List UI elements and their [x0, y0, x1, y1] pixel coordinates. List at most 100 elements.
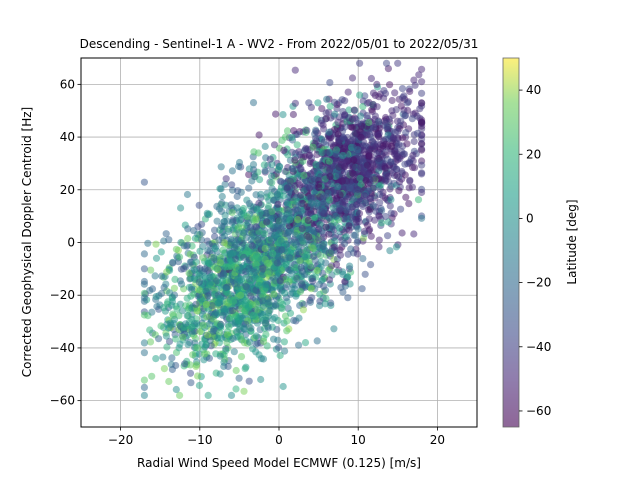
scatter-point	[300, 171, 308, 180]
scatter-point	[416, 105, 424, 113]
scatter-point	[254, 306, 262, 314]
scatter-point	[334, 183, 342, 191]
scatter-point	[337, 160, 345, 169]
scatter-point	[227, 239, 235, 247]
scatter-point	[140, 383, 148, 391]
scatter-point	[196, 286, 204, 295]
scatter-point	[140, 297, 148, 305]
scatter-point	[265, 202, 273, 210]
scatter-point	[194, 230, 202, 238]
colorbar-tick-label: 0	[526, 211, 534, 225]
scatter-point	[227, 263, 235, 271]
scatter-point	[165, 337, 174, 345]
x-tick-label: 20	[430, 433, 445, 447]
scatter-point	[303, 126, 311, 134]
scatter-point	[288, 270, 296, 278]
scatter-point	[374, 131, 382, 139]
scatter-point	[171, 275, 179, 283]
scatter-point	[375, 236, 383, 244]
scatter-point	[294, 216, 302, 224]
scatter-point	[307, 103, 315, 111]
colorbar-tick-label: 20	[526, 147, 541, 161]
scatter-point	[350, 195, 358, 203]
colorbar-ticks: −60 −40 −20 0 20 40	[519, 83, 551, 418]
scatter-point	[284, 163, 292, 172]
scatter-point	[195, 201, 203, 209]
scatter-point	[296, 234, 304, 243]
scatter-point	[279, 111, 287, 119]
scatter-point	[283, 200, 292, 208]
scatter-point	[195, 381, 203, 390]
scatter-point	[381, 164, 389, 172]
colorbar-tick-label: −40	[526, 340, 551, 354]
scatter-point	[208, 302, 216, 310]
scatter-point	[248, 242, 257, 250]
scatter-point	[283, 327, 291, 335]
scatter-point	[252, 223, 260, 231]
scatter-point	[229, 334, 237, 343]
scatter-point	[199, 254, 207, 262]
scatter-point	[305, 233, 313, 241]
scatter-point	[362, 176, 370, 185]
scatter-point	[144, 239, 152, 247]
scatter-point	[375, 159, 383, 167]
scatter-point	[307, 200, 315, 208]
scatter-point	[313, 199, 321, 207]
scatter-point	[281, 347, 289, 355]
scatter-point	[254, 149, 262, 157]
scatter-point	[215, 236, 223, 244]
scatter-point	[140, 349, 148, 357]
scatter-point	[281, 289, 289, 297]
scatter-point	[286, 177, 294, 185]
scatter-point	[382, 113, 390, 122]
scatter-point	[273, 190, 282, 198]
scatter-point	[297, 165, 305, 173]
scatter-point	[252, 332, 260, 340]
colorbar-label: Latitude [deg]	[565, 199, 579, 284]
scatter-point	[323, 149, 331, 157]
scatter-point	[282, 280, 291, 289]
scatter-point	[386, 247, 394, 255]
scatter-point	[375, 118, 383, 126]
scatter-point	[218, 199, 226, 207]
scatter-point	[336, 246, 344, 254]
scatter-point	[344, 294, 352, 302]
scatter-point	[189, 351, 197, 359]
scatter-point	[397, 205, 405, 213]
scatter-point	[352, 115, 360, 123]
scatter-point	[278, 246, 286, 254]
scatter-point	[270, 335, 278, 343]
scatter-point	[327, 139, 335, 147]
scatter-point	[362, 128, 370, 137]
scatter-point	[263, 259, 271, 267]
scatter-point	[406, 176, 414, 184]
scatter-point	[182, 320, 190, 328]
scatter-point	[193, 361, 201, 369]
scatter-point	[228, 208, 236, 217]
scatter-point	[283, 317, 291, 325]
scatter-point	[312, 127, 320, 136]
scatter-point	[371, 91, 379, 100]
scatter-point	[297, 191, 305, 199]
scatter-point	[348, 74, 357, 82]
scatter-point	[388, 142, 396, 150]
scatter-point	[276, 277, 284, 285]
scatter-point	[235, 374, 243, 382]
scatter-point	[415, 71, 423, 79]
scatter-point	[288, 133, 296, 141]
scatter-point	[367, 261, 375, 269]
scatter-point	[211, 244, 219, 253]
scatter-point	[349, 170, 358, 178]
scatter-point	[292, 241, 300, 249]
scatter-point	[282, 260, 290, 269]
scatter-point	[373, 103, 381, 111]
scatter-point	[398, 229, 406, 237]
scatter-point	[213, 264, 221, 273]
scatter-point	[345, 226, 353, 234]
scatter-point	[286, 309, 295, 317]
scatter-point	[249, 161, 258, 169]
scatter-point	[304, 183, 312, 191]
scatter-point	[311, 213, 319, 221]
scatter-point	[341, 97, 349, 105]
